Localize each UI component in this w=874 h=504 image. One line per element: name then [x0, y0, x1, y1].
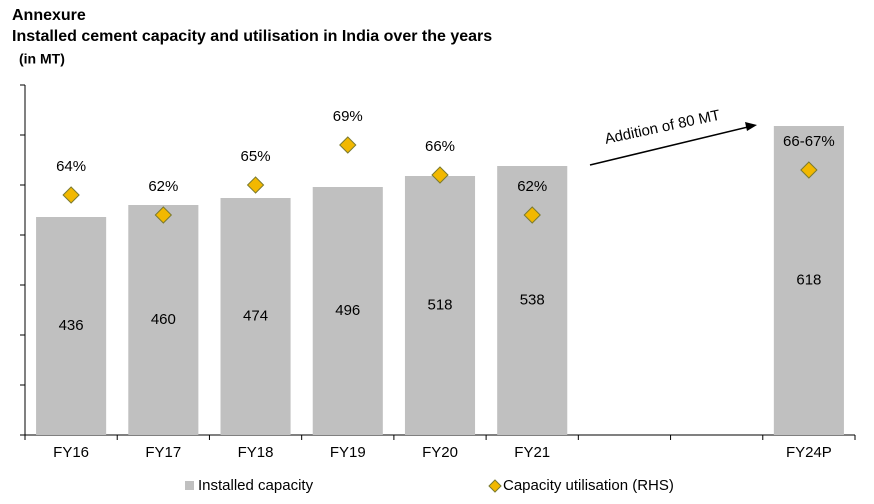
annotation: Addition of 80 MT — [603, 107, 722, 148]
diamond-marker — [62, 186, 80, 204]
annotation-arrow — [589, 125, 753, 166]
x-tick-label: FY17 — [145, 444, 181, 461]
bar — [128, 205, 199, 435]
bar-label: 460 — [151, 311, 176, 328]
bar-label: 518 — [427, 296, 452, 313]
bar-label: 474 — [243, 307, 268, 324]
data-label: 65% — [241, 148, 271, 165]
x-tick-label: FY21 — [514, 444, 550, 461]
bar-label: 496 — [335, 302, 360, 319]
y-axis-label: (in MT) — [19, 51, 65, 67]
data-label: 66% — [425, 138, 455, 155]
x-tick-label: FY20 — [422, 444, 458, 461]
legend-label: Capacity utilisation (RHS) — [503, 477, 674, 494]
bar — [36, 217, 107, 435]
diamond-marker — [800, 161, 818, 179]
chart-title: Annexure — [12, 7, 86, 24]
legend-swatch — [185, 481, 194, 490]
data-label: 66-67% — [783, 133, 835, 150]
legend-swatch — [488, 479, 502, 493]
diamond-marker — [339, 136, 357, 154]
bar-label: 538 — [520, 291, 545, 308]
diamond-marker — [431, 166, 449, 184]
bar — [312, 187, 383, 435]
x-tick-label: FY16 — [53, 444, 89, 461]
chart-subtitle: Installed cement capacity and utilisatio… — [12, 28, 492, 45]
data-label: 62% — [148, 178, 178, 195]
data-label: 69% — [333, 108, 363, 125]
bar — [220, 198, 291, 435]
x-tick-label: FY19 — [330, 444, 366, 461]
data-label: 64% — [56, 158, 86, 175]
diamond-marker — [246, 176, 265, 194]
diamond-marker — [154, 206, 173, 224]
x-tick-label: FY24P — [786, 444, 832, 461]
data-label: 62% — [517, 178, 547, 195]
diamond-marker — [523, 206, 541, 224]
bar — [404, 176, 476, 435]
x-tick-label: FY18 — [238, 444, 274, 461]
arrow-head — [745, 122, 757, 131]
legend-label: Installed capacity — [198, 477, 314, 494]
bar-label: 436 — [59, 317, 84, 334]
bar-label: 618 — [796, 271, 821, 288]
